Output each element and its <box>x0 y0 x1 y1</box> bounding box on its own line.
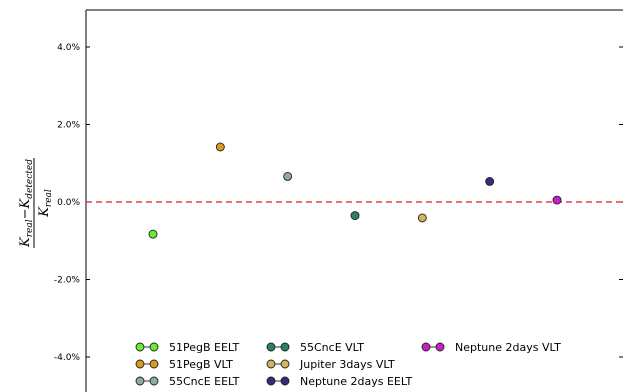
legend-item: 51PegB EELT <box>135 341 240 354</box>
y-tick-label: -2.0% <box>54 276 81 286</box>
legend-marker <box>149 342 159 352</box>
legend-item: Jupiter 3days VLT <box>266 358 395 371</box>
point-neptune-2days-eelt <box>485 177 495 186</box>
legend-item: 55CncE EELT <box>135 375 240 388</box>
legend-label: Neptune 2days VLT <box>455 341 561 354</box>
point-51pegb-eelt <box>148 229 158 239</box>
point-neptune-2days-vlt <box>552 195 562 205</box>
ylabel-num-k1: K <box>18 236 33 248</box>
y-tick-label: 0.0% <box>57 198 80 208</box>
legend-marker <box>266 376 276 386</box>
legend-marker <box>149 359 159 369</box>
legend-label: 55CncE VLT <box>300 341 364 354</box>
data-points <box>148 142 562 239</box>
legend-label: Jupiter 3days VLT <box>299 358 395 371</box>
legend-item: 55CncE VLT <box>266 341 364 354</box>
ylabel-num-sub1: real <box>25 219 35 237</box>
legend-marker <box>149 376 159 386</box>
ylabel-num-sub2: detected <box>25 159 35 199</box>
legend-item: 51PegB VLT <box>135 358 233 371</box>
legend-marker <box>135 376 145 386</box>
point-55cnce-eelt <box>283 171 293 181</box>
point-55cnce-vlt <box>350 211 360 221</box>
legend-marker <box>135 342 145 352</box>
legend-item: Neptune 2days VLT <box>421 341 561 354</box>
y-tick-label: 4.0% <box>57 43 80 53</box>
ylabel-den-k: K <box>37 206 52 218</box>
y-tick-label: 2.0% <box>57 121 80 131</box>
point-51pegb-vlt <box>215 142 225 152</box>
y-ticks: 4.0% 2.0% 0.0% -2.0% -4.0% <box>54 43 623 363</box>
legend-label: 51PegB VLT <box>169 358 233 371</box>
ylabel-num-minus: − <box>18 209 33 220</box>
legend-marker <box>135 359 145 369</box>
legend-marker <box>280 376 290 386</box>
legend-marker <box>266 342 276 352</box>
legend-item: Neptune 2days EELT <box>266 375 412 388</box>
svg-text:Kreal: Kreal <box>37 189 54 218</box>
svg-text:Kreal−Kdetected: Kreal−Kdetected <box>18 159 35 248</box>
point-jupiter-3days-vlt <box>417 213 427 223</box>
legend-label: 55CncE EELT <box>169 375 240 388</box>
legend-label: Neptune 2days EELT <box>300 375 412 388</box>
legend-marker <box>421 342 431 352</box>
y-tick-label: -4.0% <box>54 353 81 363</box>
ylabel-den-sub: real <box>44 189 54 207</box>
legend-label: 51PegB EELT <box>169 341 240 354</box>
legend-marker <box>280 342 290 352</box>
legend: 51PegB EELT 51PegB VLT 55CncE EELT 55CncE V… <box>135 341 561 388</box>
legend-marker <box>266 359 276 369</box>
legend-marker <box>435 342 445 352</box>
legend-marker <box>280 359 290 369</box>
y-axis-label: Kreal−Kdetected Kreal <box>18 158 54 248</box>
ylabel-num-k2: K <box>18 198 33 210</box>
